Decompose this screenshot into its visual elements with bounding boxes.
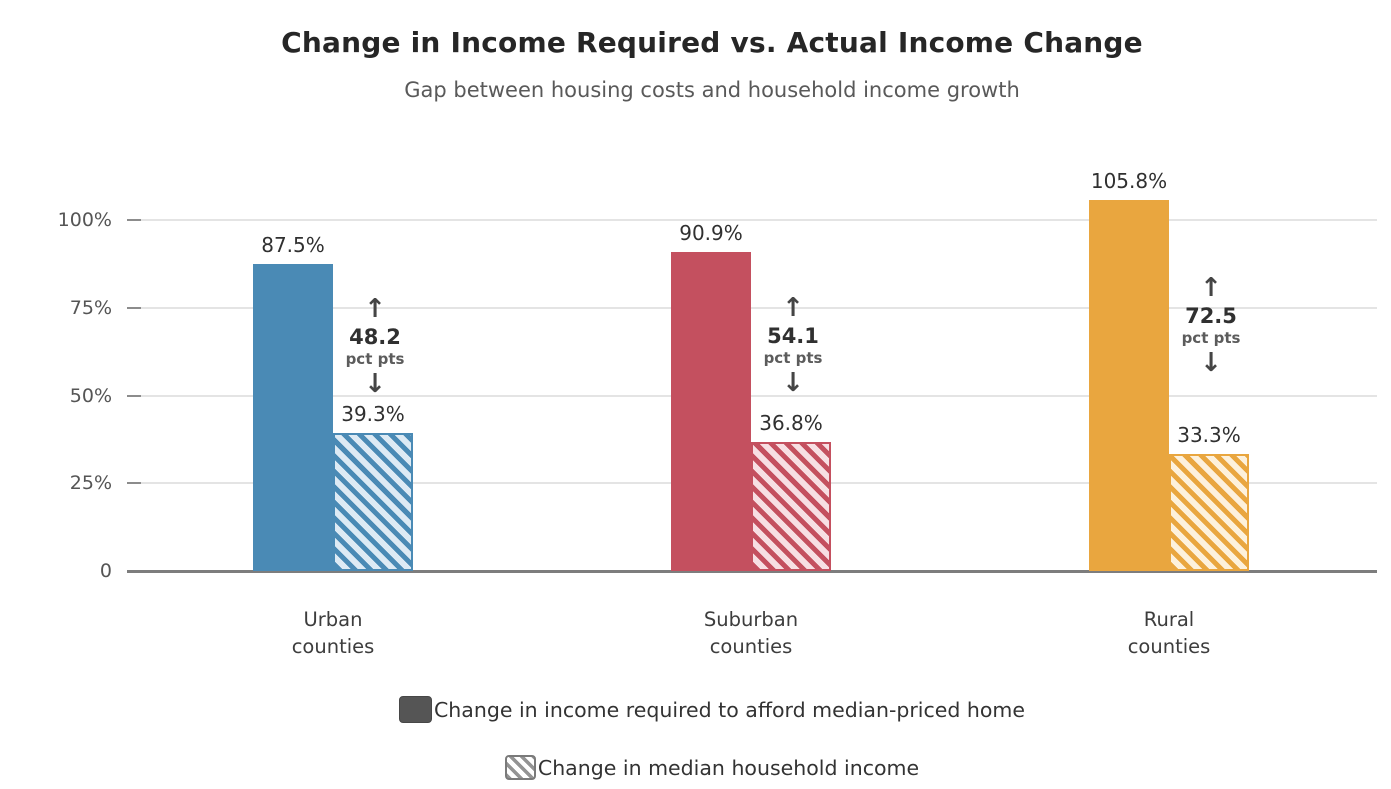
y-tick-50 <box>127 394 141 397</box>
chart-title: Change in Income Required vs. Actual Inc… <box>281 26 1143 59</box>
y-tick-label-100: 100% <box>57 209 112 231</box>
gap-unit: pct pts <box>1181 328 1241 347</box>
y-tick-label-0: 0 <box>99 560 112 582</box>
x-category-line: counties <box>709 635 793 658</box>
y-tick-75 <box>127 306 141 309</box>
legend-hatched-swatch-icon <box>504 755 536 780</box>
y-tick-100 <box>127 219 141 221</box>
gap-unit: pct pts <box>763 348 823 367</box>
arrow-down-icon: ↓ <box>782 367 804 398</box>
y-tick-25 <box>127 482 141 485</box>
x-category-line: Suburban <box>703 608 799 631</box>
gap-annotation-urban: ↑ 48.2 pct pts ↓ <box>315 296 435 397</box>
value-label-required-suburban: 90.9% <box>679 220 743 245</box>
chart-subtitle: Gap between housing costs and household … <box>404 78 1020 102</box>
gap-annotation-suburban: ↑ 54.1 pct pts ↓ <box>733 295 853 396</box>
y-tick-label-75: 75% <box>69 296 112 319</box>
bar-required-urban <box>253 263 333 571</box>
legend-item-required: Change in income required to afford medi… <box>33 696 1391 723</box>
gap-unit: pct pts <box>345 350 405 369</box>
arrow-up-icon: ↑ <box>1200 272 1222 303</box>
y-tick-label-50: 50% <box>69 384 112 407</box>
arrow-up-icon: ↑ <box>364 294 386 325</box>
x-category-label-urban: Urban counties <box>223 606 443 660</box>
legend-item-income: Change in median household income <box>33 755 1391 780</box>
value-label-required-urban: 87.5% <box>261 232 325 257</box>
gap-value: 54.1 <box>767 323 819 348</box>
arrow-down-icon: ↓ <box>1200 347 1222 378</box>
value-label-required-rural: 105.8% <box>1090 168 1168 193</box>
value-label-income-urban: 39.3% <box>341 402 405 427</box>
arrow-up-icon: ↑ <box>782 292 804 323</box>
bar-income-rural <box>1169 454 1249 571</box>
arrow-down-icon: ↓ <box>364 369 386 400</box>
y-tick-label-25: 25% <box>69 472 112 495</box>
bar-required-rural <box>1089 199 1169 571</box>
gap-value: 48.2 <box>349 325 401 350</box>
x-axis-line <box>127 570 1377 573</box>
x-category-line: counties <box>1127 635 1211 658</box>
legend-label-required: Change in income required to afford medi… <box>433 697 1026 722</box>
legend-label-income: Change in median household income <box>537 755 920 780</box>
gridline-75 <box>127 306 1377 309</box>
x-category-line: Rural <box>1143 608 1195 631</box>
bar-income-suburban <box>751 441 831 571</box>
x-category-label-suburban: Suburban counties <box>641 606 861 660</box>
bar-income-urban <box>333 433 413 571</box>
x-category-label-rural: Rural counties <box>1059 606 1279 660</box>
gridline-100 <box>127 219 1377 221</box>
bar-required-suburban <box>671 251 751 571</box>
x-category-line: counties <box>291 635 375 658</box>
value-label-income-suburban: 36.8% <box>759 410 823 435</box>
gridline-50 <box>127 394 1377 397</box>
gap-value: 72.5 <box>1185 303 1237 328</box>
x-category-line: Urban <box>303 608 363 631</box>
legend-solid-swatch-icon <box>398 696 432 723</box>
value-label-income-rural: 33.3% <box>1177 423 1241 448</box>
gap-annotation-rural: ↑ 72.5 pct pts ↓ <box>1151 275 1271 376</box>
